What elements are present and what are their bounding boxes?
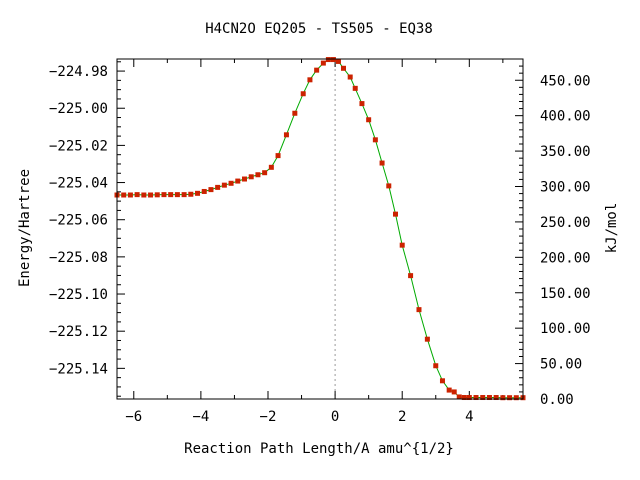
y-tick-label: −225.04: [49, 176, 108, 192]
data-point: [461, 395, 467, 401]
data-point: [221, 182, 227, 188]
plot-area: −6 −4 −2 0 2 4 −224.98 −225.00 −225.02 −225.04 −22…: [49, 57, 591, 425]
data-point: [228, 180, 234, 186]
x-tick-label: 2: [398, 409, 406, 425]
y2-tick-label: 0.00: [540, 392, 574, 408]
data-point: [242, 176, 248, 182]
y2-tick-label: 150.00: [540, 286, 591, 302]
data-point: [392, 211, 398, 217]
data-point: [215, 184, 221, 190]
y-tick-label: −225.08: [49, 250, 108, 266]
data-point: [486, 395, 492, 401]
data-point: [500, 395, 506, 401]
y2-tick-label: 450.00: [540, 73, 591, 89]
y-tick-label: −225.14: [49, 361, 108, 377]
y2-tick-label: 400.00: [540, 109, 591, 125]
y2-axis-label: kJ/mol: [604, 203, 620, 254]
data-point: [174, 192, 180, 198]
data-point: [148, 192, 154, 198]
data-point: [320, 60, 326, 66]
energy-line: [117, 59, 523, 399]
data-point: [283, 132, 289, 138]
y-tick-label: −225.06: [49, 213, 108, 229]
y-axis-label: Energy/Hartree: [17, 169, 33, 287]
data-point: [408, 273, 414, 279]
data-point: [456, 394, 462, 400]
y-tick-label: −224.98: [49, 64, 108, 80]
data-point: [255, 172, 261, 178]
data-point: [493, 395, 499, 401]
y2-tick-label: 100.00: [540, 321, 591, 337]
data-point: [154, 192, 160, 198]
data-point: [507, 395, 513, 401]
data-point: [439, 378, 445, 384]
data-point: [451, 389, 457, 395]
x-axis-label: Reaction Path Length/A amu^{1/2}: [184, 441, 454, 457]
x-tick-label: −6: [125, 409, 142, 425]
y-tick-label: −225.00: [49, 101, 108, 117]
chart-title: H4CN2O EQ205 - TS505 - EQ38: [205, 21, 433, 37]
x-tick-label: −4: [192, 409, 209, 425]
data-point: [262, 170, 268, 176]
data-point: [466, 395, 472, 401]
data-point: [127, 192, 133, 198]
y2-tick-label: 250.00: [540, 215, 591, 231]
data-point: [399, 242, 405, 248]
plot-frame: [116, 58, 524, 400]
data-point: [201, 188, 207, 194]
data-point: [300, 91, 306, 97]
data-point: [480, 395, 486, 401]
y2-tick-label: 50.00: [540, 357, 582, 373]
y2-tick-label: 200.00: [540, 250, 591, 266]
data-point: [340, 65, 346, 71]
data-point: [359, 101, 365, 107]
data-point: [121, 192, 127, 198]
y-tick-label: −225.12: [49, 324, 108, 340]
data-point: [141, 192, 147, 198]
data-point: [248, 174, 254, 180]
x-tick-label: 0: [331, 409, 339, 425]
data-point: [188, 191, 194, 197]
x-tick-label: −2: [260, 409, 277, 425]
data-point: [372, 137, 378, 143]
data-point: [134, 192, 140, 198]
y2-tick-label: 350.00: [540, 144, 591, 160]
data-point: [366, 117, 372, 123]
data-point: [379, 160, 385, 166]
data-point: [335, 58, 341, 64]
data-point: [208, 187, 214, 193]
data-point: [416, 307, 422, 313]
data-point: [386, 183, 392, 189]
data-point: [325, 57, 331, 63]
data-point: [473, 395, 479, 401]
data-point: [195, 190, 201, 196]
y-tick-label: −225.02: [49, 138, 108, 154]
data-point: [268, 164, 274, 170]
data-point: [347, 74, 353, 80]
x-tick-label: 4: [465, 409, 473, 425]
data-point: [275, 153, 281, 159]
data-point: [352, 85, 358, 91]
data-point: [307, 77, 313, 83]
data-point: [424, 336, 430, 342]
data-point: [330, 57, 336, 63]
data-point: [446, 387, 452, 393]
data-point: [168, 192, 174, 198]
data-point: [181, 192, 187, 198]
data-point: [292, 110, 298, 116]
data-point: [235, 178, 241, 184]
data-point: [433, 363, 439, 369]
data-point: [513, 395, 519, 401]
data-point: [314, 67, 320, 73]
data-point: [161, 192, 167, 198]
y-tick-label: −225.10: [49, 287, 108, 303]
y2-tick-label: 300.00: [540, 180, 591, 196]
